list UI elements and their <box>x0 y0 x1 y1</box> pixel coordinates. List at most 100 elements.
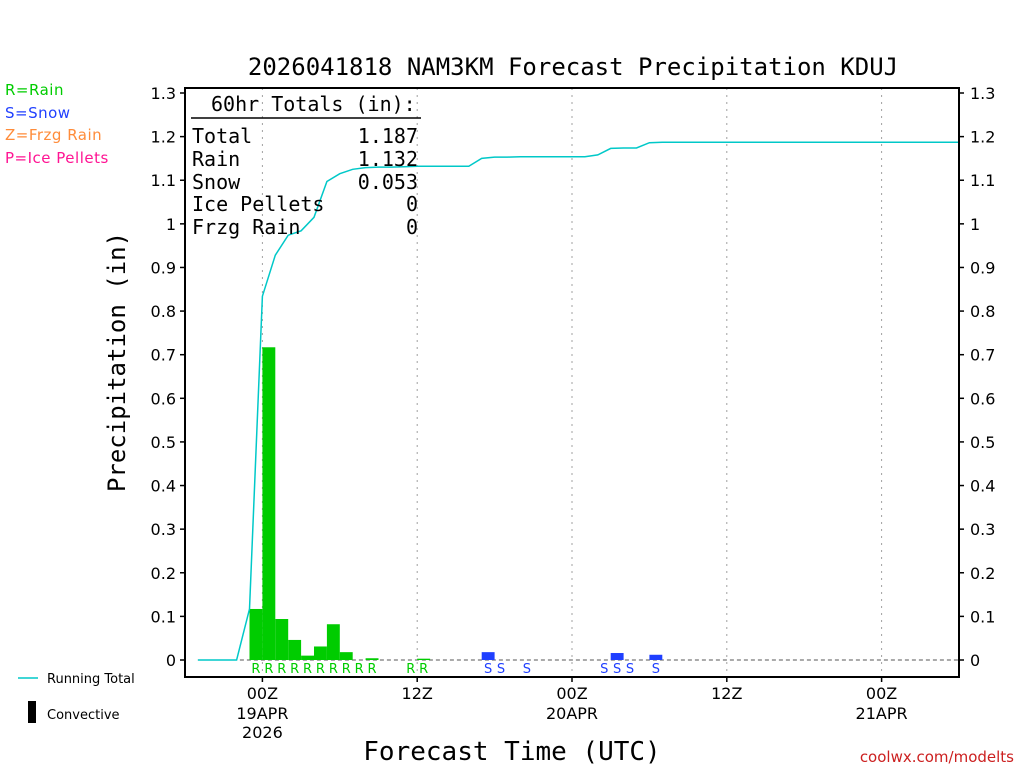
totals-value-rain: 1.132 <box>358 147 418 171</box>
totals-value-snow: 0.053 <box>358 170 418 194</box>
ptype-letter: S <box>484 662 492 677</box>
legend-ice-pellets: P=Ice Pellets <box>5 149 109 167</box>
snow-bar <box>610 653 624 660</box>
totals-label-frzg: Frzg Rain <box>192 215 300 239</box>
y-tick-label: 1 <box>166 215 176 234</box>
y-tick-label-right: 1.1 <box>970 171 995 190</box>
y-tick-label: 0.3 <box>151 520 176 539</box>
rain-bar <box>275 619 289 660</box>
running-total-line <box>197 141 959 661</box>
y-tick-label-right: 0 <box>970 651 980 670</box>
running-total-series <box>197 141 959 661</box>
totals-label-snow: Snow <box>192 170 241 194</box>
y-tick-label: 0.7 <box>151 346 176 365</box>
convective-legend-swatch <box>28 701 36 723</box>
x-axis-label: Forecast Time (UTC) <box>363 737 660 767</box>
y-tick-label-right: 0.5 <box>970 433 995 452</box>
y-tick-label: 0.4 <box>151 477 176 496</box>
y-tick-label: 0.2 <box>151 564 176 583</box>
bars <box>249 347 663 660</box>
rain-bar <box>417 658 431 660</box>
ptype-letter: R <box>251 662 260 677</box>
snow-bar <box>649 654 663 660</box>
snow-bar <box>481 652 495 660</box>
ptype-letter: R <box>264 662 273 677</box>
convective-legend-label: Convective <box>47 708 120 723</box>
ptype-letter: R <box>303 662 312 677</box>
ptype-letter: R <box>368 662 377 677</box>
y-tick-label-right: 0.7 <box>970 346 995 365</box>
x-tick-date: 20APR <box>546 704 598 723</box>
rain-bar <box>314 646 327 660</box>
totals-label-total: Total <box>192 124 252 148</box>
ptype-letter: R <box>290 662 299 677</box>
ptype-letter: S <box>652 662 660 677</box>
x-tick-year: 2026 <box>242 723 283 742</box>
y-tick-label-right: 0.6 <box>970 389 995 408</box>
y-tick-label-right: 0.9 <box>970 258 995 277</box>
y-tick-label-right: 0.2 <box>970 564 995 583</box>
y-axis-left: 0 0.1 0.2 0.3 0.4 0.5 0.6 0.7 0.8 0.9 1 1.1 1.2 1.3 <box>151 84 185 670</box>
running-total-legend-label: Running Total <box>47 672 135 687</box>
ptype-letter: R <box>277 662 286 677</box>
totals-label-ice: Ice Pellets <box>192 192 324 216</box>
y-tick-label: 0.9 <box>151 258 176 277</box>
y-tick-label: 0 <box>166 651 176 670</box>
totals-header: 60hr Totals (in): <box>211 92 416 116</box>
x-tick-label: 00Z <box>866 684 897 703</box>
rain-bar <box>262 347 276 660</box>
ptype-letter: R <box>342 662 351 677</box>
ptype-letter: S <box>613 662 621 677</box>
x-tick-date: 21APR <box>856 704 908 723</box>
y-tick-label-right: 1.2 <box>970 128 995 147</box>
totals-value-ice: 0 <box>406 192 418 216</box>
totals-value-frzg: 0 <box>406 215 418 239</box>
y-tick-label-right: 1.3 <box>970 84 995 103</box>
ptype-letter: R <box>329 662 338 677</box>
totals-box: 60hr Totals (in): Total 1.187 Rain 1.132… <box>191 92 421 239</box>
x-tick-label: 00Z <box>247 684 278 703</box>
ptype-letter: S <box>626 662 634 677</box>
legend-rain: R=Rain <box>5 81 64 99</box>
rain-bar <box>249 608 263 660</box>
rain-bar <box>339 652 353 660</box>
rain-bar <box>301 655 314 660</box>
rain-bar <box>326 624 340 660</box>
y-tick-label-right: 1 <box>970 215 980 234</box>
y-axis-right: 0 0.1 0.2 0.3 0.4 0.5 0.6 0.7 0.8 0.9 1 1.1 1.2 1.3 <box>959 84 995 670</box>
legend-frzg-rain: Z=Frzg Rain <box>5 126 103 144</box>
x-tick-label: 12Z <box>711 684 742 703</box>
x-tick-label: 12Z <box>402 684 433 703</box>
totals-label-rain: Rain <box>192 147 240 171</box>
x-tick-date: 19APR <box>236 704 288 723</box>
ptype-letter: R <box>355 662 364 677</box>
grid-lines <box>197 88 959 677</box>
legend-snow: S=Snow <box>5 104 71 122</box>
credit-text: coolwx.com/modelts <box>860 748 1014 766</box>
totals-value-total: 1.187 <box>358 124 418 148</box>
ptype-letter: R <box>419 662 428 677</box>
y-tick-label-right: 0.3 <box>970 520 995 539</box>
y-tick-label: 1.2 <box>151 128 176 147</box>
rain-bar <box>365 658 379 660</box>
rain-bar <box>288 639 302 660</box>
ptype-letter: R <box>406 662 415 677</box>
y-tick-label: 0.1 <box>151 607 176 626</box>
ptype-letter: S <box>497 662 505 677</box>
chart-title: 2026041818 NAM3KM Forecast Precipitation… <box>248 53 898 81</box>
ptype-letter: S <box>523 662 531 677</box>
y-tick-label: 0.6 <box>151 389 176 408</box>
y-tick-label-right: 0.1 <box>970 607 995 626</box>
ptype-letter: R <box>316 662 325 677</box>
y-axis-label: Precipitation (in) <box>103 232 131 492</box>
y-tick-label: 1.1 <box>151 171 176 190</box>
ptype-letter: S <box>600 662 608 677</box>
y-tick-label-right: 0.8 <box>970 302 995 321</box>
x-tick-label: 00Z <box>556 684 587 703</box>
y-tick-label: 1.3 <box>151 84 176 103</box>
y-tick-label-right: 0.4 <box>970 477 995 496</box>
y-tick-label: 0.8 <box>151 302 176 321</box>
